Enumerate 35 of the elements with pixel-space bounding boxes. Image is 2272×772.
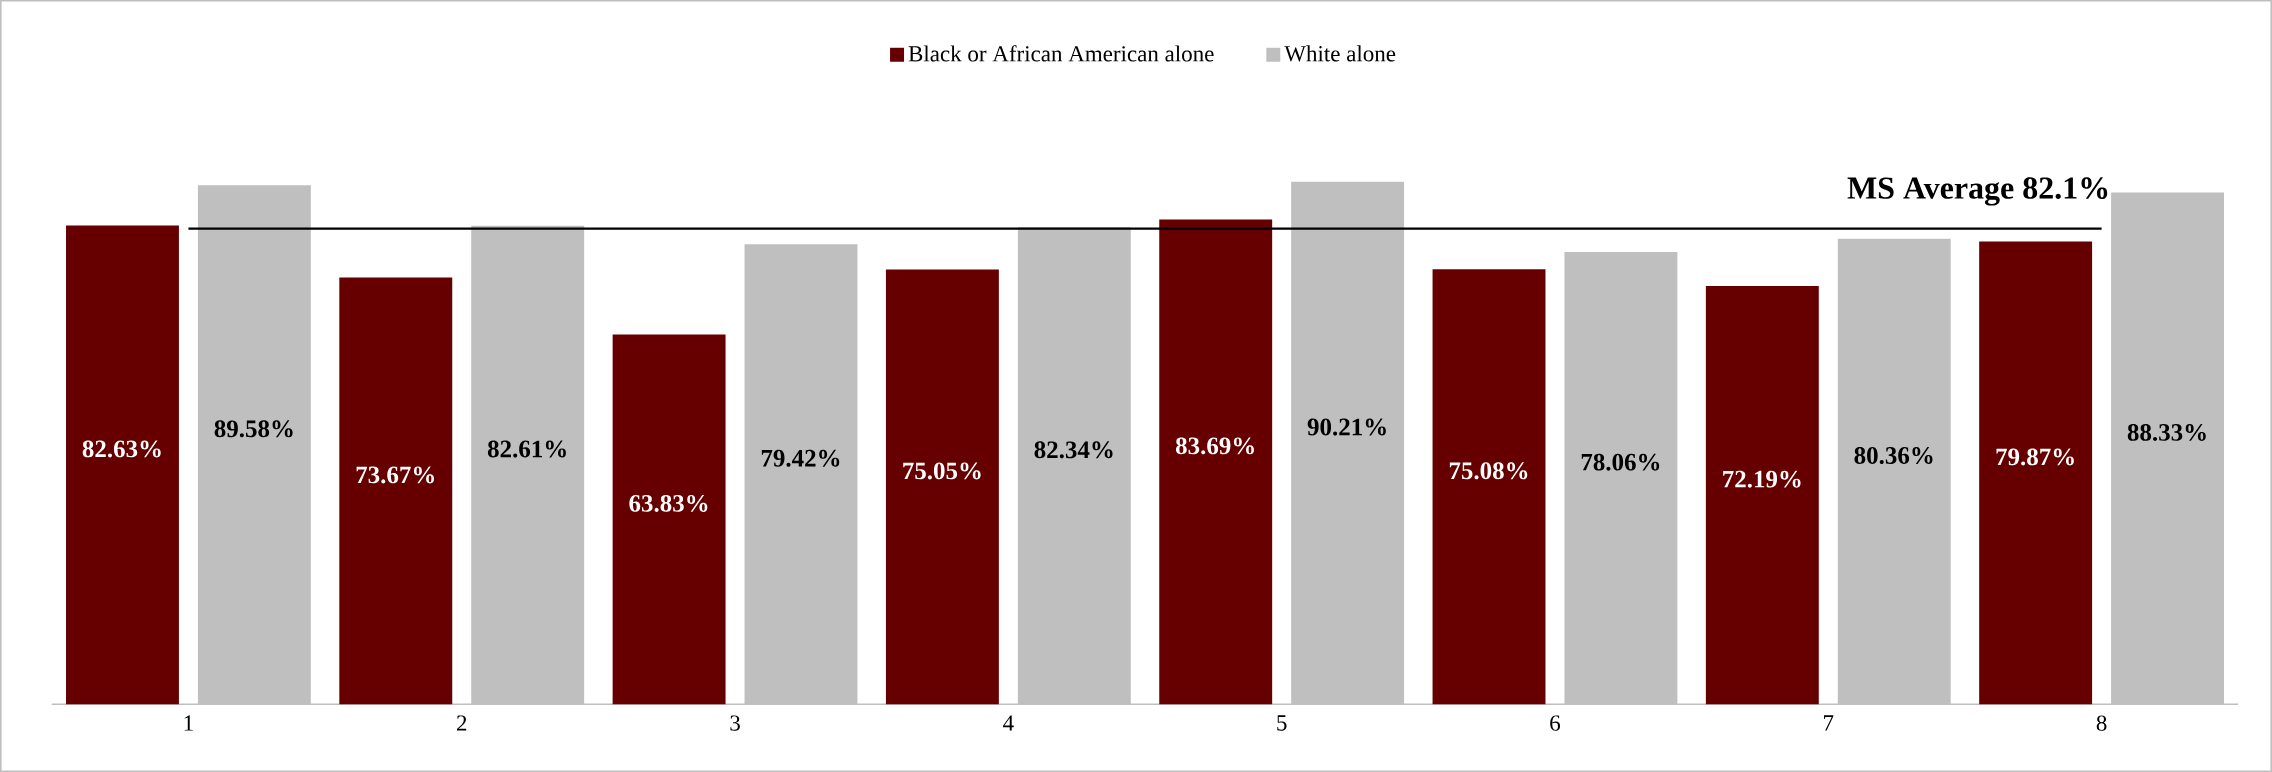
bar [1432,269,1546,705]
data-label: 90.21% [1307,418,1386,436]
x-tick-label: 8 [2096,715,2107,731]
x-tick-label: 5 [1277,715,1287,731]
data-label: 82.34% [1034,441,1113,459]
data-label: 75.08% [1449,462,1528,480]
data-label: 72.19% [1723,470,1801,488]
legend-label: White alone [1284,45,1396,62]
bar [339,277,453,705]
bar [885,269,999,705]
bar [66,225,179,705]
x-tick-label: 2 [456,715,467,731]
ref-line-label: MS Average 82.1% [1847,177,2108,206]
x-tick-label: 7 [1824,715,1834,731]
x-tick-label: 1 [184,715,193,731]
data-label: 79.42% [761,449,840,467]
x-tick-label: 4 [1003,715,1014,731]
x-tick-label: 3 [730,715,740,731]
data-label: 75.05% [903,462,981,480]
data-label: 78.06% [1581,453,1660,471]
bar [1705,286,1819,705]
data-label: 88.33% [2127,423,2206,441]
data-label: 82.61% [487,440,566,458]
data-label: 82.63% [82,440,161,458]
bar [1159,219,1273,705]
bar [1979,241,2093,705]
legend-label: Black or African American alone [908,45,1214,62]
data-label: 80.36% [1854,447,1933,464]
data-label: 73.67% [356,466,435,484]
data-label: 63.83% [629,494,708,512]
bar [612,334,726,705]
data-label: 89.58% [214,420,293,438]
data-label: 79.87% [1996,448,2074,466]
data-label: 83.69% [1175,437,1254,455]
x-tick-label: 6 [1550,715,1561,731]
